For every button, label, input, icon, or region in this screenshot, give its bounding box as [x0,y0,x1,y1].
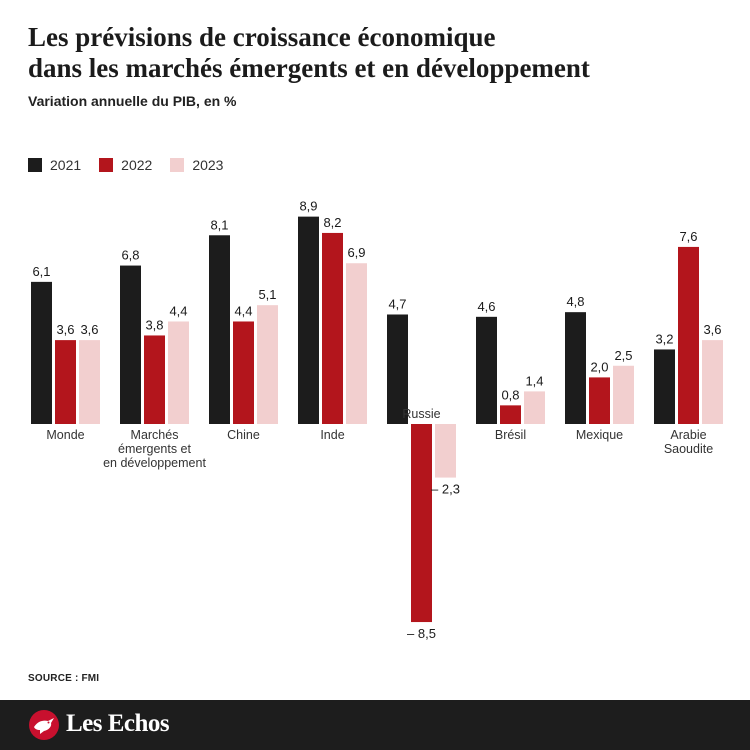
data-label: 3,8 [145,317,163,332]
category-label: Arabie [670,428,706,442]
bar-2021-4 [387,314,408,424]
data-label: 8,1 [210,217,228,232]
bar-2022-5 [500,405,521,424]
chart-title-line: Les prévisions de croissance économique [28,22,496,52]
data-label: 3,6 [80,322,98,337]
source-note: SOURCE : FMI [28,673,100,684]
bar-2022-4 [411,424,432,623]
bar-2022-3 [322,232,343,424]
legend-label: 2021 [50,157,82,173]
category-label: Saoudite [664,442,713,456]
bar-2022-1 [144,335,165,424]
legend: 2021 2022 2023 [28,157,223,173]
chart-title: Les prévisions de croissance économique … [28,22,728,84]
bar-2021-1 [120,265,141,424]
data-label: 4,4 [234,303,252,318]
bar-2023-0 [79,340,100,424]
data-label: 6,1 [32,264,50,279]
bar-2023-7 [702,340,723,424]
bar-2021-5 [476,316,497,424]
bar-2023-1 [168,321,189,424]
bar-2022-2 [233,321,254,424]
category-label: Inde [320,428,344,442]
bar-2022-6 [589,377,610,424]
chart-subtitle: Variation annuelle du PIB, en % [28,93,237,109]
category-label: émergents et [118,442,191,456]
bird-logo-icon [29,710,59,740]
data-label: 3,6 [703,322,721,337]
data-label: 2,5 [614,348,632,363]
data-label: 3,6 [56,322,74,337]
data-label: 6,8 [121,248,139,263]
bar-chart: 6,1 3,6 3,6 Monde 6,8 3,8 4,4 Marchésémergents … [31,199,723,641]
data-label: 5,1 [258,287,276,302]
bar-2021-7 [654,349,675,424]
data-label: – 2,3 [431,482,460,497]
bar-2023-2 [257,305,278,424]
bar-2023-6 [613,365,634,424]
chart-title-line: dans les marchés émergents et en dévelop… [28,53,590,83]
bar-2021-0 [31,281,52,424]
data-label: 6,9 [347,245,365,260]
legend-swatch [99,158,114,172]
bar-2023-4 [435,424,456,478]
data-label: – 8,5 [407,626,436,641]
category-label: Chine [227,428,260,442]
data-label: 4,6 [477,299,495,314]
data-label: 8,2 [323,215,341,230]
bar-2022-7 [678,246,699,424]
data-label: 1,4 [525,373,543,388]
bar-2021-6 [565,312,586,424]
legend-item-2021: 2021 [28,157,81,173]
legend-item-2022: 2022 [99,157,152,173]
legend-label: 2023 [192,157,224,173]
category-label: Marchés [131,428,179,442]
data-label: 8,9 [299,199,317,214]
legend-swatch [170,158,185,172]
data-label: 2,0 [590,359,608,374]
data-label: 7,6 [679,229,697,244]
category-label: Brésil [495,428,526,442]
footer-bar: Les Echos [0,700,750,750]
legend-swatch [28,158,42,172]
data-label: 4,8 [566,294,584,309]
data-label: 0,8 [501,387,519,402]
bar-2023-5 [524,391,545,424]
bar-2022-0 [55,340,76,424]
data-label: 4,7 [388,296,406,311]
category-label: Monde [46,428,84,442]
legend-label: 2022 [121,157,153,173]
bar-2021-3 [298,216,319,424]
category-label: Russie [402,407,440,421]
bar-2021-2 [209,235,230,424]
legend-item-2023: 2023 [170,157,223,173]
bar-2023-3 [346,263,367,424]
category-label: Mexique [576,428,623,442]
data-label: 4,4 [169,303,187,318]
category-label: en développement [103,456,206,470]
brand-name: Les Echos [66,710,170,737]
data-label: 3,2 [655,331,673,346]
